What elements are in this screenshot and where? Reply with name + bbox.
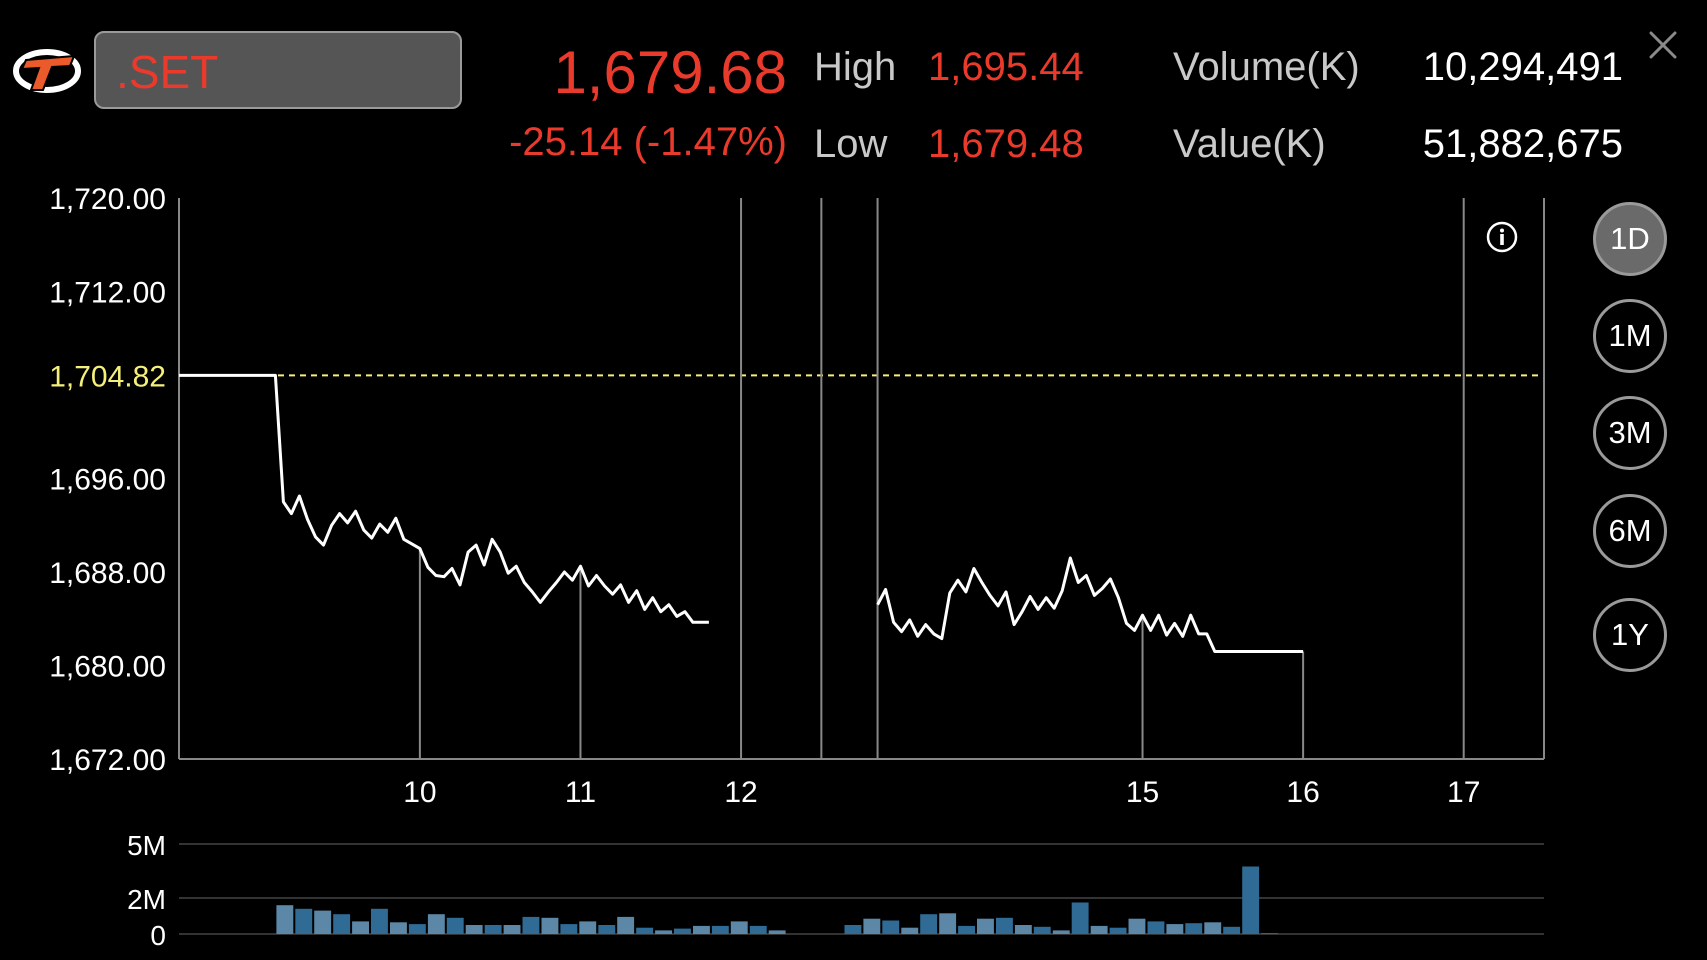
symbol-search-input[interactable]: .SET bbox=[94, 31, 462, 109]
volume-bar bbox=[503, 925, 521, 934]
x-tick-label: 16 bbox=[1286, 776, 1319, 809]
value-value: 51,882,675 bbox=[1422, 122, 1623, 166]
value-label: Value(K) bbox=[1173, 122, 1326, 166]
volume-bar bbox=[1242, 866, 1260, 934]
volume-bar bbox=[882, 920, 900, 934]
volume-bar bbox=[371, 908, 388, 934]
volume-bar bbox=[314, 910, 332, 934]
volume-bar bbox=[408, 924, 426, 934]
volume-y-tick-label: 2M bbox=[127, 884, 166, 915]
volume-bar bbox=[996, 917, 1013, 934]
volume-bar bbox=[390, 922, 407, 934]
volume-bar bbox=[1109, 927, 1127, 934]
volume-bar bbox=[1261, 933, 1278, 934]
y-tick-label: 1,672.00 bbox=[49, 744, 166, 777]
range-button-1m[interactable]: 1M bbox=[1593, 299, 1667, 373]
price-line-series-1 bbox=[179, 373, 709, 624]
range-button-3m[interactable]: 3M bbox=[1593, 396, 1667, 470]
volume-bar bbox=[1166, 924, 1184, 934]
volume-bar bbox=[522, 916, 540, 934]
volume-bar bbox=[484, 925, 502, 934]
x-tick-label: 15 bbox=[1126, 776, 1159, 809]
volume-bar bbox=[541, 917, 559, 934]
range-button-1y[interactable]: 1Y bbox=[1593, 598, 1667, 672]
last-price: 1,679.68 bbox=[553, 39, 787, 106]
volume-bar bbox=[465, 925, 483, 934]
volume-bar bbox=[655, 930, 672, 934]
volume-bar bbox=[1090, 925, 1108, 934]
volume-bar bbox=[1014, 925, 1032, 934]
volume-bar bbox=[1223, 926, 1241, 934]
volume-value: 10,294,491 bbox=[1422, 45, 1623, 89]
volume-bar bbox=[844, 925, 862, 934]
x-tick-label: 11 bbox=[565, 776, 596, 809]
volume-bar bbox=[939, 913, 957, 934]
volume-bar bbox=[1147, 921, 1165, 934]
volume-bar bbox=[636, 927, 654, 934]
y-tick-label: 1,688.00 bbox=[49, 557, 166, 590]
x-tick-label: 10 bbox=[403, 776, 436, 809]
low-label: Low bbox=[814, 122, 888, 166]
range-button-1d[interactable]: 1D bbox=[1593, 202, 1667, 276]
app-logo-icon bbox=[13, 49, 81, 93]
volume-bar bbox=[1052, 930, 1070, 934]
volume-bar bbox=[598, 925, 616, 934]
x-tick-label: 17 bbox=[1447, 776, 1480, 809]
high-value: 1,695.44 bbox=[928, 45, 1084, 89]
volume-bar bbox=[276, 905, 294, 934]
volume-bar bbox=[1204, 922, 1222, 934]
volume-y-tick-label: 5M bbox=[127, 830, 166, 861]
volume-bar bbox=[920, 914, 938, 934]
volume-bar bbox=[333, 914, 351, 934]
volume-bar bbox=[863, 918, 881, 934]
symbol-value: .SET bbox=[116, 46, 219, 98]
volume-bar bbox=[295, 908, 313, 934]
volume-bar bbox=[711, 925, 729, 934]
y-tick-label: 1,720.00 bbox=[49, 183, 166, 216]
close-icon[interactable] bbox=[1646, 28, 1680, 62]
volume-bar bbox=[901, 927, 919, 934]
volume-bar bbox=[1128, 918, 1146, 934]
volume-bar bbox=[674, 928, 691, 934]
y-tick-label: 1,680.00 bbox=[49, 651, 166, 684]
y-tick-label: 1,696.00 bbox=[49, 464, 166, 497]
volume-bar bbox=[730, 921, 748, 934]
volume-bar bbox=[579, 921, 597, 934]
volume-bar bbox=[352, 921, 369, 934]
volume-bar bbox=[446, 917, 464, 934]
volume-bar bbox=[427, 914, 445, 934]
price-volume-chart[interactable]: 1,720.00 1,712.00 1,696.00 1,688.00 1,680.00… bbox=[0, 180, 1707, 960]
volume-bar bbox=[1185, 923, 1203, 934]
price-line-series-2 bbox=[876, 556, 1304, 653]
info-icon[interactable] bbox=[1486, 221, 1518, 253]
price-change: -25.14 (-1.47%) bbox=[509, 120, 787, 164]
volume-bar bbox=[617, 916, 635, 934]
volume-bar bbox=[1071, 902, 1089, 934]
high-label: High bbox=[814, 45, 897, 89]
range-button-6m[interactable]: 6M bbox=[1593, 494, 1667, 568]
volume-bar bbox=[749, 925, 767, 934]
volume-bar bbox=[977, 918, 994, 934]
volume-bar bbox=[768, 930, 786, 934]
volume-y-tick-label: 0 bbox=[150, 920, 166, 951]
volume-bar bbox=[560, 924, 578, 934]
x-tick-label: 12 bbox=[724, 776, 757, 809]
volume-bar bbox=[1033, 926, 1051, 934]
volume-bar bbox=[958, 925, 975, 934]
low-value: 1,679.48 bbox=[928, 122, 1084, 166]
y-tick-label: 1,712.00 bbox=[49, 277, 166, 310]
reference-line-label: 1,704.82 bbox=[49, 360, 166, 393]
volume-bar bbox=[693, 925, 710, 934]
volume-label: Volume(K) bbox=[1173, 45, 1360, 89]
